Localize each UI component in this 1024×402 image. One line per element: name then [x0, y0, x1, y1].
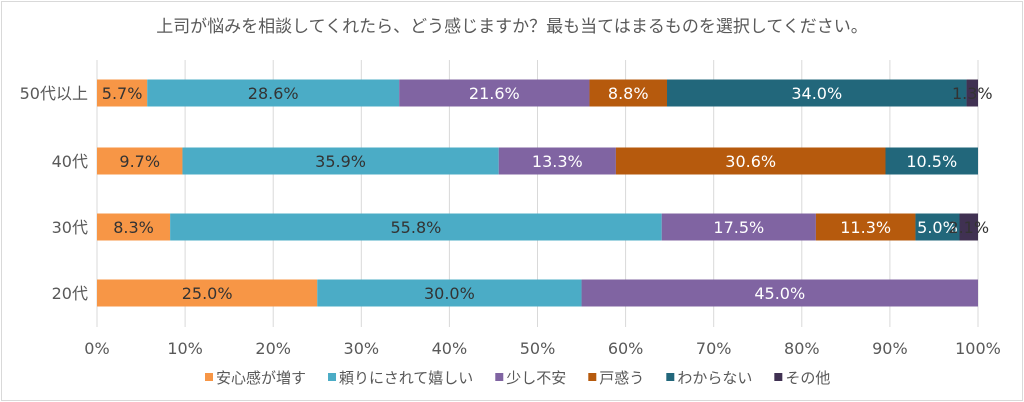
data-label: 34.0%: [791, 84, 842, 103]
bar-segment: [661, 213, 816, 241]
bar-segment: [147, 79, 400, 107]
legend-label: その他: [785, 369, 830, 387]
bar-segment: [959, 213, 978, 241]
bar-segment: [966, 79, 978, 107]
x-tick-label: 40%: [432, 339, 468, 358]
data-label: 30.6%: [725, 152, 776, 171]
x-tick-label: 30%: [344, 339, 380, 358]
data-label: 8.8%: [608, 84, 649, 103]
bar-segment: [589, 79, 668, 107]
data-label: 28.6%: [248, 84, 299, 103]
data-label: 45.0%: [754, 284, 805, 303]
bar-segment: [97, 279, 318, 307]
x-tick-label: 0%: [84, 339, 109, 358]
bar-segment: [97, 147, 183, 175]
data-label: 30.0%: [424, 284, 475, 303]
data-label: 11.3%: [840, 218, 891, 237]
x-tick-label: 10%: [167, 339, 203, 358]
data-label: 1.3%: [952, 84, 993, 103]
bar-segment: [915, 213, 960, 241]
bar-segment: [317, 279, 582, 307]
category-label: 40代: [52, 152, 88, 171]
data-label: 5.0%: [917, 218, 958, 237]
legend-swatch: [328, 373, 337, 381]
legend-label: 少し不安: [506, 369, 566, 387]
data-label: 5.7%: [102, 84, 143, 103]
data-label: 55.8%: [391, 218, 442, 237]
bar-segment: [97, 213, 171, 241]
bar-segment: [615, 147, 886, 175]
x-tick-label: 90%: [872, 339, 908, 358]
bar-segment: [399, 79, 590, 107]
legend-label: 安心感が増す: [216, 369, 306, 387]
bar-segment: [667, 79, 967, 107]
legend-swatch: [774, 373, 783, 381]
data-label: 9.7%: [119, 152, 160, 171]
x-tick-label: 20%: [255, 339, 291, 358]
data-label: 10.5%: [906, 152, 957, 171]
bar-segment: [581, 279, 978, 307]
bar-segment: [182, 147, 499, 175]
legend-swatch: [495, 373, 504, 381]
legend-label: わからない: [677, 369, 752, 387]
legend-label: 戸惑う: [599, 369, 644, 387]
bar-segment: [498, 147, 616, 175]
bar-segment: [170, 213, 662, 241]
bar-segment: [815, 213, 916, 241]
bar-segment: [97, 79, 148, 107]
data-label: 21.6%: [469, 84, 520, 103]
data-label: 2.1%: [948, 218, 989, 237]
x-tick-label: 50%: [520, 339, 556, 358]
legend-swatch: [205, 373, 213, 381]
legend-swatch: [588, 373, 597, 381]
data-label: 8.3%: [113, 218, 154, 237]
category-label: 20代: [52, 284, 88, 303]
category-label: 50代以上: [20, 84, 88, 103]
x-tick-label: 60%: [608, 339, 644, 358]
bar-segment: [885, 147, 978, 175]
data-label: 35.9%: [315, 152, 366, 171]
legend-label: 頼りにされて嬉しい: [339, 369, 473, 387]
data-label: 17.5%: [713, 218, 764, 237]
x-tick-label: 70%: [696, 339, 732, 358]
x-tick-label: 100%: [955, 339, 1001, 358]
legend-swatch: [666, 373, 675, 381]
category-label: 30代: [52, 218, 88, 237]
data-label: 13.3%: [532, 152, 583, 171]
x-tick-label: 80%: [784, 339, 820, 358]
chart-title: 上司が悩みを相談してくれたら、どう感じますか？最も当てはまるものを選択してくださ…: [156, 17, 868, 37]
data-label: 25.0%: [182, 284, 233, 303]
